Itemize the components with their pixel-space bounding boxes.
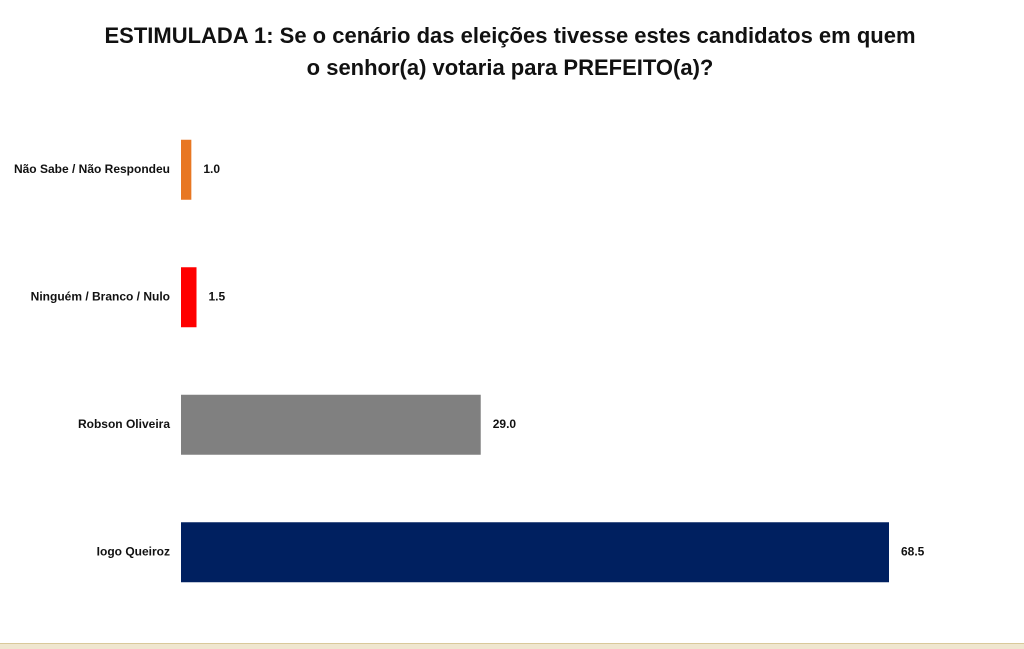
value-label: 1.5 — [209, 289, 226, 303]
category-label: Não Sabe / Não Respondeu — [14, 162, 170, 176]
bar — [181, 394, 481, 455]
bar — [181, 139, 192, 200]
chart-title: ESTIMULADA 1: Se o cenário das eleições … — [104, 23, 916, 80]
footer-bar — [0, 643, 1024, 649]
bar — [181, 522, 889, 583]
bar — [181, 267, 197, 328]
value-label: 29.0 — [493, 417, 517, 431]
category-label: Iogo Queiroz — [97, 544, 170, 558]
value-label: 68.5 — [901, 544, 925, 558]
category-label: Ninguém / Branco / Nulo — [31, 289, 170, 303]
value-label: 1.0 — [203, 162, 220, 176]
category-label: Robson Oliveira — [78, 417, 170, 431]
